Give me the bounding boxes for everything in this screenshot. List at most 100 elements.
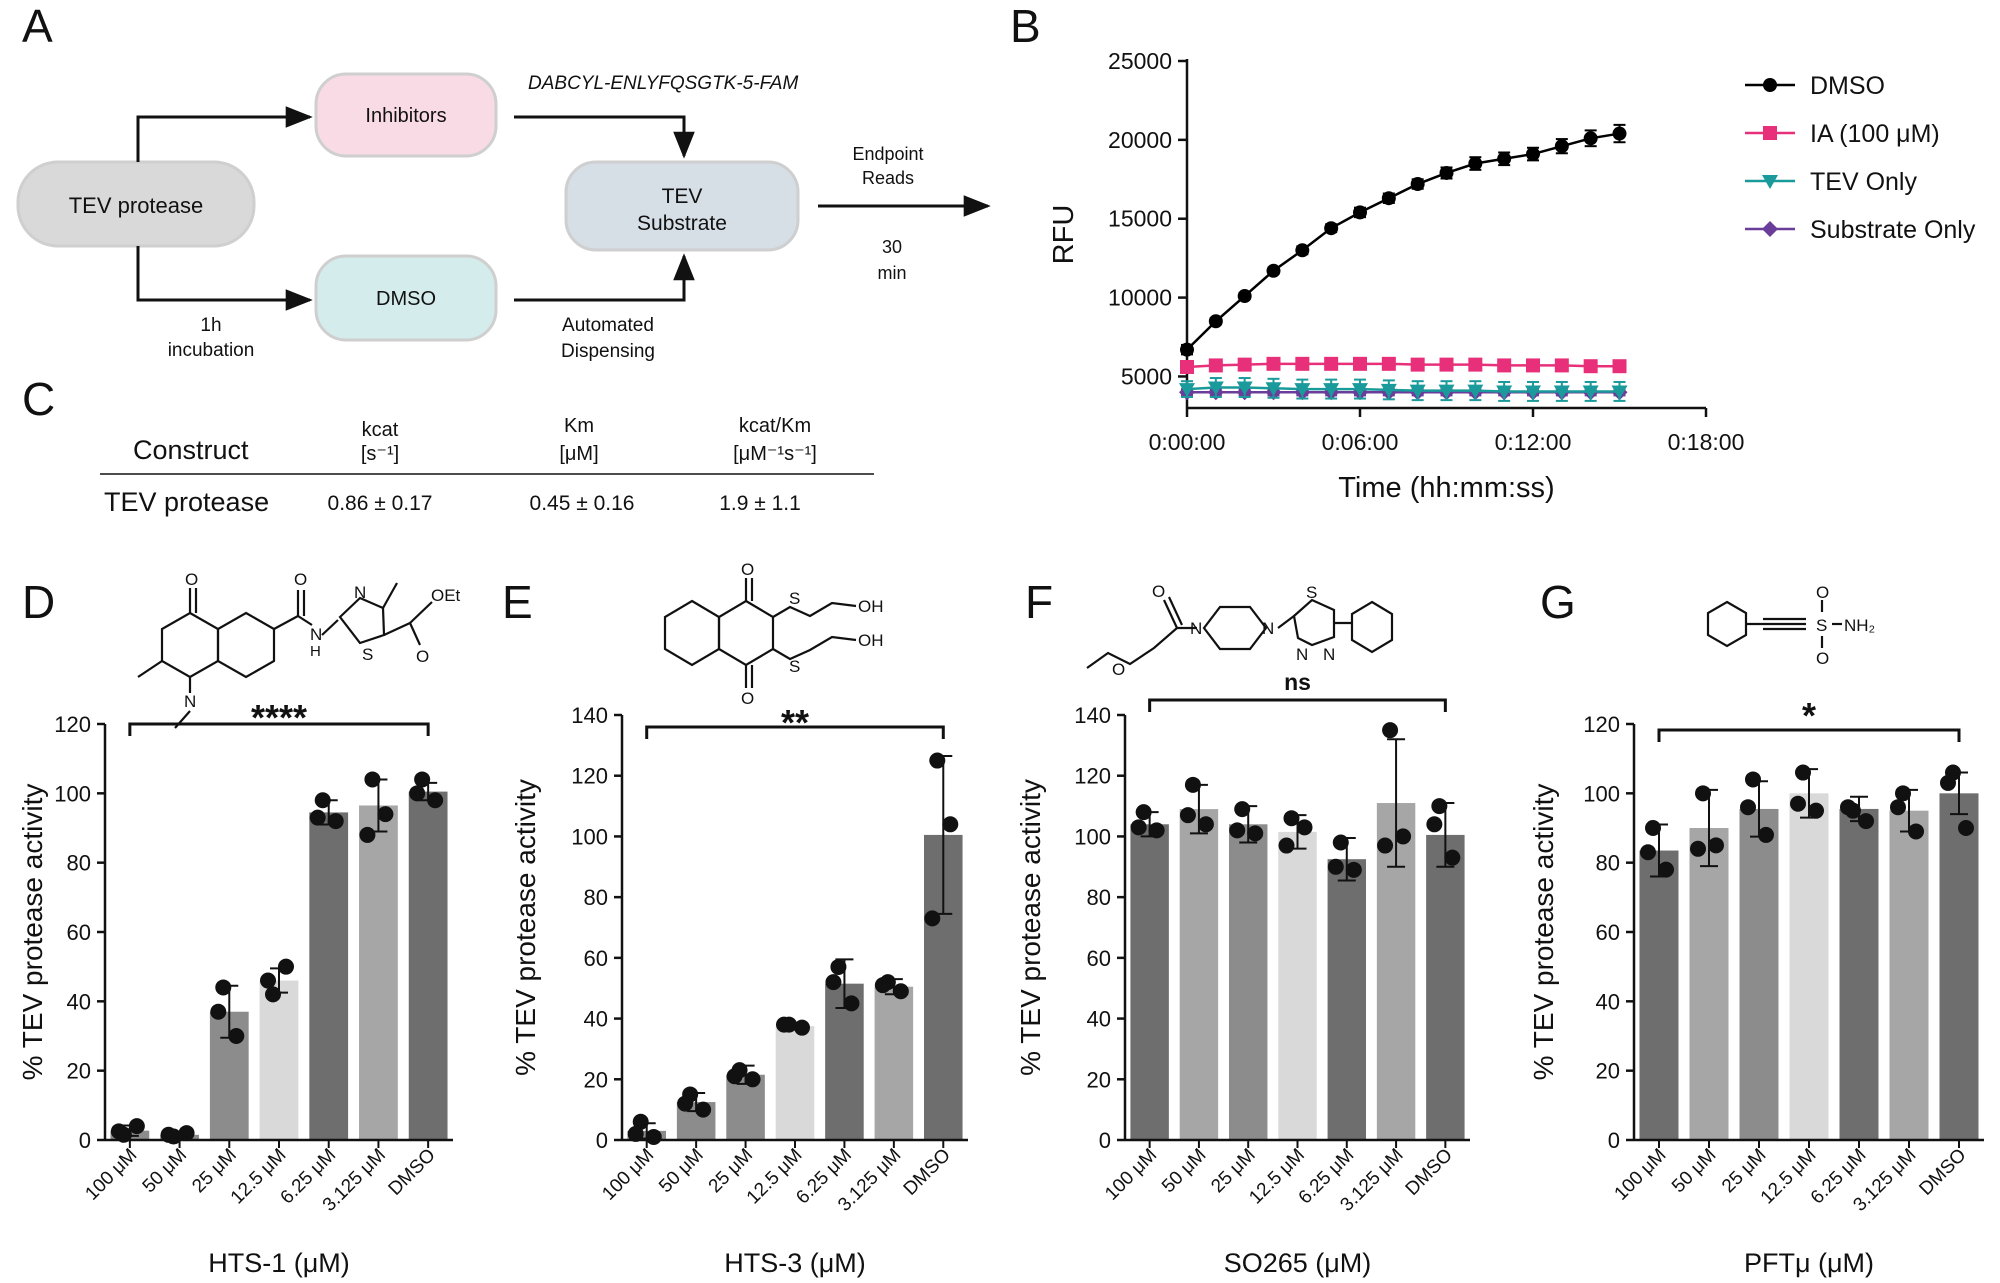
f-x-tick-label: DMSO — [1402, 1145, 1457, 1200]
g-replicate-point — [1658, 861, 1674, 878]
b-series-dmso — [1180, 123, 1627, 357]
d-replicate-point — [110, 1123, 127, 1140]
e-replicate-point — [726, 1068, 743, 1085]
e-significance-label: ** — [781, 702, 809, 743]
g-y-axis-title: % TEV protease activity — [1528, 784, 1559, 1081]
hts1-thiazole — [338, 596, 386, 645]
e-y-tick-label: 80 — [584, 885, 608, 910]
b-data-point — [1323, 383, 1340, 398]
b-data-point — [1237, 289, 1252, 304]
d-bar — [408, 791, 448, 1140]
f-replicate-point — [1234, 801, 1251, 818]
b-y-tick-label: 25000 — [1108, 48, 1172, 74]
d-y-tick-label: 20 — [67, 1059, 91, 1084]
e-replicate-point — [645, 1128, 662, 1145]
b-data-point — [1324, 221, 1339, 236]
d-significance-bracket — [128, 722, 430, 736]
b-series-tev-only — [1179, 377, 1628, 402]
svg-text:O: O — [185, 570, 198, 589]
e-replicate-point — [924, 910, 941, 927]
svg-text:N: N — [354, 583, 366, 602]
g-x-tick-label: 50 μM — [1668, 1145, 1720, 1197]
b-data-point — [1207, 381, 1224, 396]
e-y-tick-label: 100 — [571, 824, 608, 849]
b-data-point — [1353, 205, 1367, 220]
d-replicate-point — [278, 958, 294, 975]
svg-text:O: O — [294, 570, 307, 589]
b-data-point — [1266, 263, 1281, 278]
table-header-construct: Construct — [133, 435, 249, 465]
f-replicate-point — [1395, 828, 1412, 845]
structure-hts-3-labels: O O S S OH OH — [741, 560, 884, 708]
e-replicate-point — [892, 983, 909, 1000]
b-data-point — [1180, 359, 1194, 374]
g-replicate-point — [1740, 799, 1756, 816]
f-x-tick-label: 50 μM — [1158, 1145, 1210, 1197]
g-replicate-point — [1908, 823, 1924, 840]
table-row-kcat: 0.86 ± 0.17 — [328, 492, 433, 515]
f-y-axis-title: % TEV protease activity — [1015, 779, 1046, 1076]
hts1-ring-a — [160, 611, 220, 679]
b-data-point — [1180, 342, 1194, 357]
d-x-tick-label: 50 μM — [139, 1145, 191, 1197]
panel-a-workflow: TEV protease Inhibitors DMSO TEV Substra… — [16, 72, 991, 362]
b-data-point — [1410, 357, 1425, 372]
structure-pftmu — [1706, 600, 1842, 648]
b-data-point — [1295, 243, 1310, 258]
e-replicate-point — [874, 977, 891, 994]
b-data-point — [1497, 151, 1512, 166]
hts1-methyl-bond — [137, 660, 163, 678]
b-y-tick-label: 15000 — [1108, 206, 1172, 232]
inhibitors-box — [314, 72, 498, 158]
d-x-axis-title: HTS-1 (μM) — [208, 1248, 350, 1278]
f-significance-label: ns — [1284, 669, 1311, 695]
b-data-point — [1236, 381, 1253, 396]
b-data-point — [1266, 356, 1281, 371]
f-y-tick-label: 120 — [1074, 764, 1111, 789]
e-x-tick-label: DMSO — [900, 1145, 955, 1200]
d-replicate-point — [314, 792, 331, 809]
so265-thiadiazine — [1292, 598, 1336, 647]
g-replicate-point — [1890, 799, 1906, 816]
d-y-axis-title: % TEV protease activity — [17, 784, 48, 1081]
b-data-point — [1324, 356, 1339, 371]
b-data-point — [1497, 358, 1512, 373]
b-series-ia-100-m- — [1180, 356, 1627, 374]
e-bar — [874, 986, 914, 1140]
b-data-point — [1583, 131, 1598, 146]
panel-letter-e: E — [502, 576, 533, 628]
e-x-axis-title: HTS-3 (μM) — [724, 1248, 866, 1278]
d-y-tick-label: 80 — [67, 851, 91, 876]
table-header-km: Km — [564, 415, 594, 437]
g-replicate-point — [1958, 820, 1974, 836]
b-y-tick-label: 20000 — [1108, 127, 1172, 153]
f-replicate-point — [1296, 819, 1313, 836]
f-y-tick-label: 100 — [1074, 824, 1111, 849]
table-header-km-unit: [μM] — [559, 443, 598, 465]
d-y-tick-label: 60 — [67, 920, 91, 945]
svg-text:NH₂: NH₂ — [1844, 616, 1875, 635]
b-series-line — [1186, 386, 1620, 393]
d-replicate-point — [265, 986, 281, 1003]
structure-so265-labels: O O N N S N N — [1112, 582, 1335, 679]
e-replicate-point — [929, 752, 946, 769]
e-replicate-point — [632, 1113, 649, 1130]
f-bar — [1278, 831, 1317, 1140]
f-replicate-point — [1377, 837, 1394, 854]
b-y-tick-label: 5000 — [1121, 363, 1172, 389]
svg-text:OH: OH — [858, 597, 884, 616]
endpoint-label-line2: Reads — [862, 168, 914, 188]
inhibitors-label: Inhibitors — [365, 105, 446, 127]
panel-letter-a: A — [22, 0, 53, 52]
b-data-point — [1467, 384, 1484, 399]
b-data-point — [1612, 126, 1627, 141]
e-x-tick-label: 50 μM — [655, 1145, 707, 1197]
f-replicate-point — [1197, 816, 1214, 833]
e-replicate-point — [825, 974, 842, 991]
b-data-point — [1237, 357, 1252, 372]
incubation-label-line1: 1h — [200, 315, 221, 336]
